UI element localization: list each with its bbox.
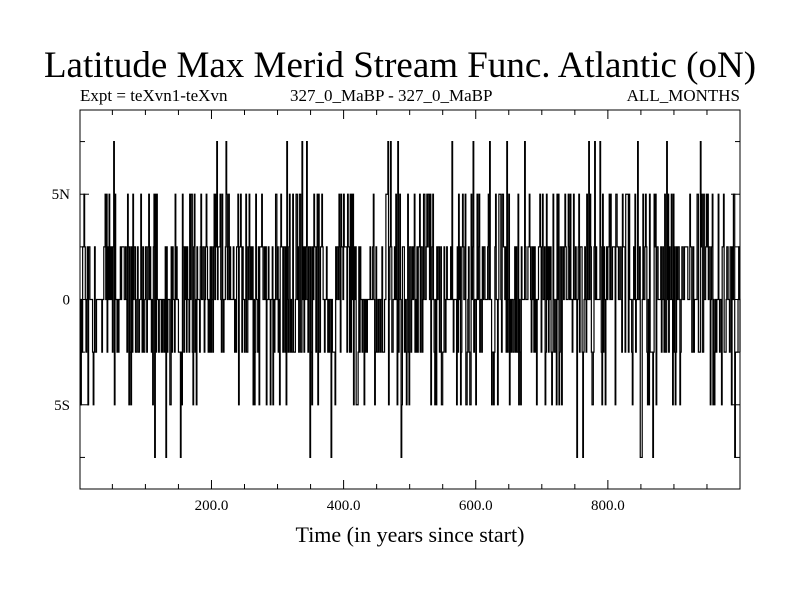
experiment-label: Expt = teXvn1-teXvn — [80, 86, 228, 105]
y-tick-label: 5N — [52, 187, 71, 203]
x-tick-label: 600.0 — [459, 498, 493, 514]
chart-title: Latitude Max Merid Stream Func. Atlantic… — [43, 45, 757, 86]
period-label: 327_0_MaBP - 327_0_MaBP — [290, 86, 493, 105]
series-line — [80, 140, 741, 459]
series-group — [80, 140, 741, 459]
x-axis-label: Time (in years since start) — [295, 522, 525, 547]
months-label: ALL_MONTHS — [626, 86, 740, 105]
y-tick-label: 0 — [63, 293, 71, 309]
x-tick-label: 200.0 — [195, 498, 229, 514]
x-tick-label: 800.0 — [591, 498, 625, 514]
x-tick-label: 400.0 — [327, 498, 361, 514]
y-tick-label: 5S — [54, 398, 70, 414]
